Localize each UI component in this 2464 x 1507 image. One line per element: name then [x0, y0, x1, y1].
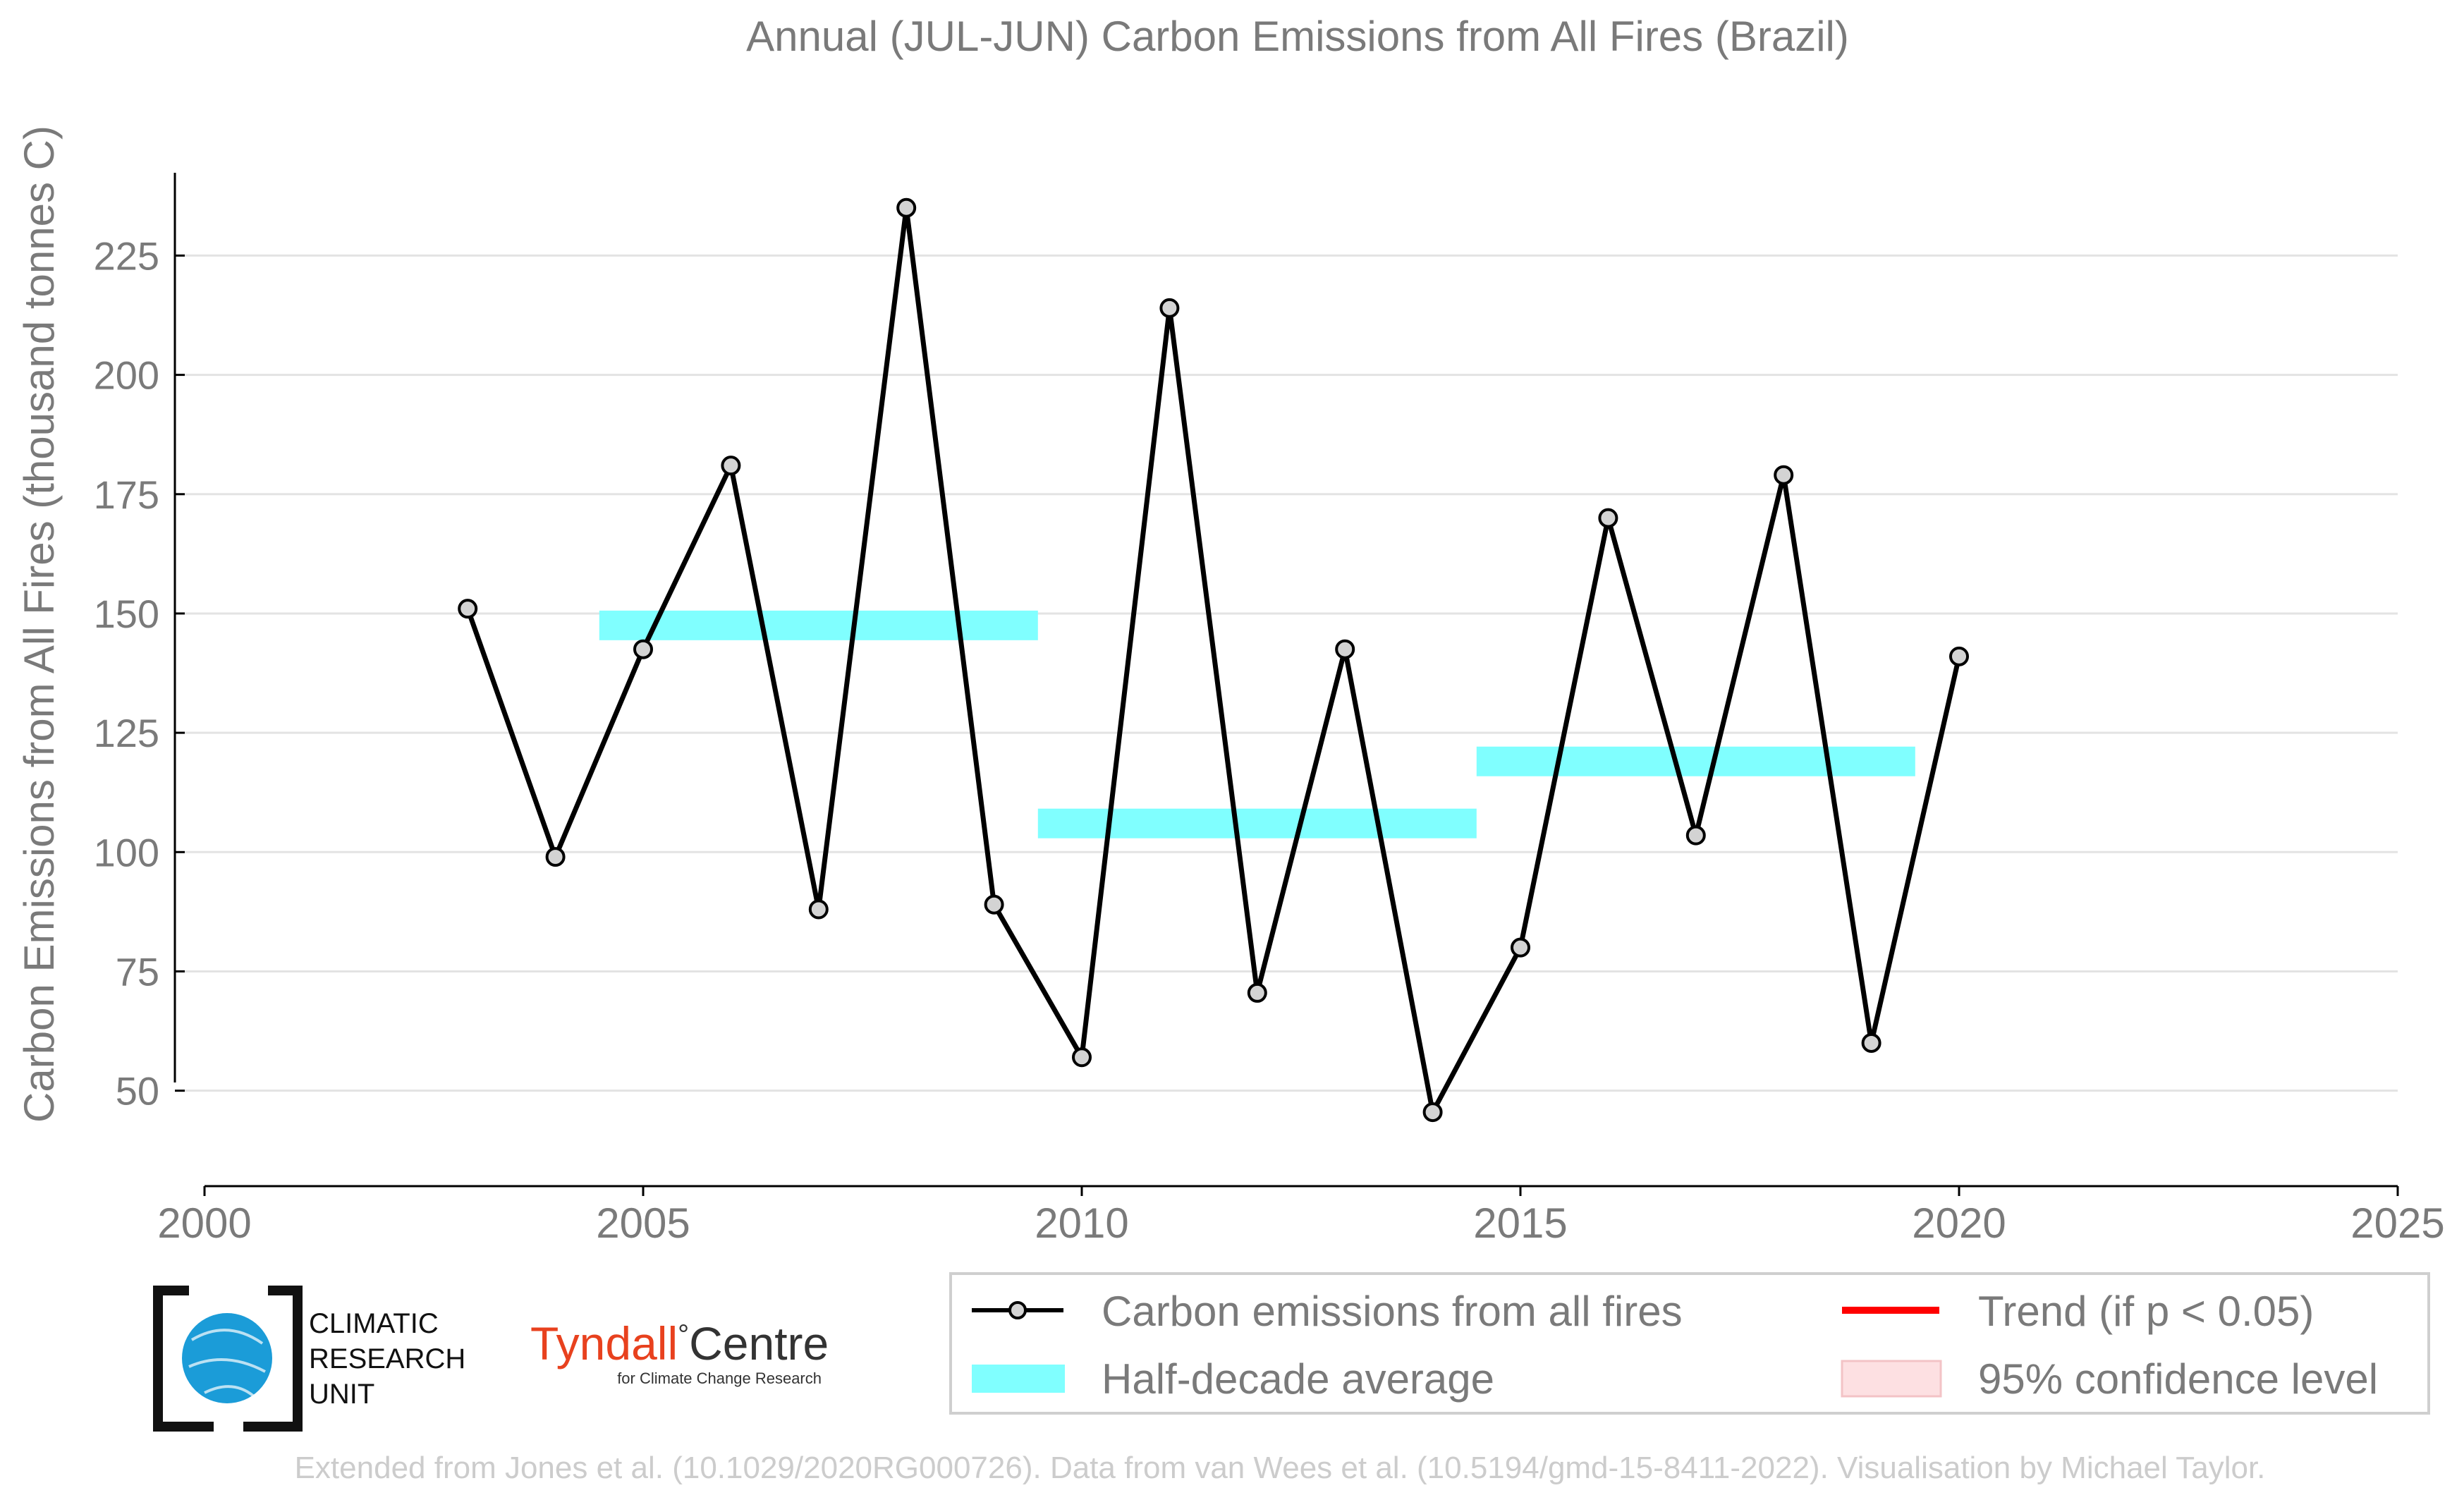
y-tick-label-100: 100 [94, 830, 159, 874]
data-point-2012 [1247, 982, 1267, 1003]
legend-average-swatch [972, 1365, 1065, 1393]
legend-box [949, 1272, 2430, 1415]
data-point-2004 [545, 847, 566, 867]
y-tick-label-125: 125 [94, 711, 159, 755]
half-decade-averages [599, 610, 1915, 838]
cru-name-line-3: UNIT [309, 1379, 374, 1410]
series-line-1 [465, 207, 1962, 1120]
x-tick-label-2015: 2015 [1473, 1200, 1567, 1247]
legend-ci-swatch [1841, 1360, 1942, 1398]
legend-series-marker [1008, 1301, 1027, 1319]
cru-logo: CLIMATIC RESEARCH UNIT [153, 1286, 465, 1432]
globe-swirl-icon [188, 1329, 266, 1398]
y-tick-label-50: 50 [116, 1069, 159, 1114]
data-point-2003 [458, 599, 478, 619]
y-tick-label-200: 200 [94, 353, 159, 398]
data-point-2010 [1072, 1047, 1092, 1068]
grid-lines [185, 254, 2398, 1092]
cru-bracket-icon [153, 1286, 214, 1432]
data-point-2006 [721, 456, 741, 476]
tyndall-subtitle: for Climate Change Research [617, 1369, 822, 1387]
data-point-2009 [984, 894, 1004, 915]
data-point-2005 [633, 639, 653, 659]
globe-icon [182, 1313, 272, 1403]
tyndall-name-right: Centre [689, 1317, 829, 1369]
y-axis: 50 75 100 125 150 175 200 225 [94, 173, 185, 1114]
y-tick-label-75: 75 [116, 949, 159, 994]
footer-credit: Extended from Jones et al. (10.1029/2020… [295, 1451, 2266, 1485]
chart-title: Annual (JUL-JUN) Carbon Emissions from A… [746, 13, 1849, 60]
data-point-2013 [1335, 639, 1355, 659]
tyndall-logo: Tyndall°Centre for Climate Change Resear… [530, 1317, 829, 1387]
y-tick-label-175: 175 [94, 472, 159, 517]
legend-series-label: Carbon emissions from all fires [1102, 1288, 1683, 1335]
half-decade-average-bar-1 [599, 610, 1038, 640]
legend-ci-label: 95% confidence level [1978, 1355, 2378, 1403]
cru-name-line-2: RESEARCH [309, 1343, 465, 1374]
legend-item-average: Half-decade average [972, 1355, 1494, 1403]
data-point-2019 [1861, 1032, 1881, 1053]
data-point-2018 [1774, 465, 1794, 485]
x-tick-label-2000: 2000 [157, 1200, 251, 1247]
data-point-2017 [1685, 825, 1706, 846]
half-decade-average-bar-2 [1037, 808, 1477, 838]
tyndall-name-left: Tyndall [530, 1317, 678, 1369]
legend-average-label: Half-decade average [1102, 1355, 1494, 1403]
data-point-2015 [1511, 937, 1530, 958]
tyndall-wordmark: Tyndall°Centre [530, 1317, 829, 1369]
data-point-2020 [1949, 646, 1969, 666]
data-point-2014 [1422, 1102, 1443, 1123]
legend-item-series: Carbon emissions from all fires [972, 1288, 1683, 1335]
y-axis-label: Carbon Emissions from All Fires (thousan… [16, 126, 63, 1123]
series-line-group [458, 197, 1969, 1123]
x-tick-label-2010: 2010 [1035, 1200, 1128, 1247]
x-tick-label-2025: 2025 [2350, 1200, 2444, 1247]
legend-trend-label: Trend (if p < 0.05) [1978, 1288, 2314, 1335]
data-point-2008 [896, 197, 917, 218]
legend-item-ci: 95% confidence level [1841, 1355, 2378, 1403]
tyndall-degree: ° [678, 1319, 689, 1350]
x-tick-label-2005: 2005 [596, 1200, 690, 1247]
cru-name-line-1: CLIMATIC [309, 1308, 439, 1339]
data-point-2011 [1159, 298, 1180, 318]
data-point-2007 [808, 899, 829, 920]
x-axis: 2000 2005 2010 2015 2020 2025 [157, 1185, 2445, 1247]
data-point-2016 [1598, 508, 1618, 528]
legend: Carbon emissions from all fires Trend (i… [949, 1272, 2430, 1415]
cru-bracket-right-icon [243, 1286, 303, 1432]
y-tick-label-150: 150 [94, 592, 159, 636]
y-tick-label-225: 225 [94, 233, 159, 278]
x-tick-label-2020: 2020 [1912, 1200, 2006, 1247]
legend-item-trend: Trend (if p < 0.05) [1842, 1288, 2314, 1335]
half-decade-average-bar-3 [1476, 746, 1915, 776]
